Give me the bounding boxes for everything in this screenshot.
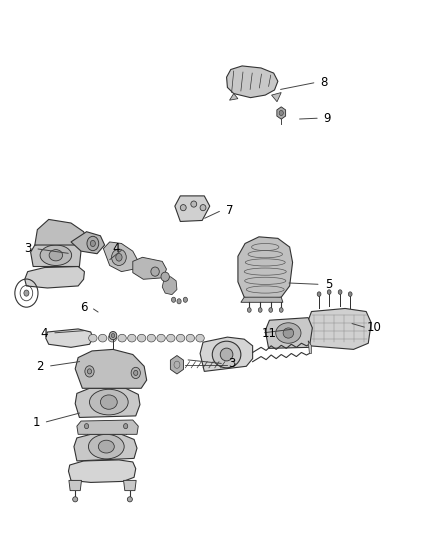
- Ellipse shape: [112, 249, 126, 265]
- Ellipse shape: [127, 334, 136, 342]
- Polygon shape: [277, 107, 286, 119]
- Ellipse shape: [118, 334, 126, 342]
- Polygon shape: [103, 242, 138, 272]
- Ellipse shape: [157, 334, 165, 342]
- Polygon shape: [265, 318, 312, 349]
- Polygon shape: [77, 420, 138, 434]
- Ellipse shape: [151, 267, 159, 276]
- Ellipse shape: [88, 434, 124, 459]
- Polygon shape: [162, 277, 177, 295]
- Text: 2: 2: [36, 360, 44, 373]
- Ellipse shape: [200, 205, 206, 211]
- Polygon shape: [175, 196, 210, 222]
- Ellipse shape: [98, 440, 114, 453]
- Ellipse shape: [111, 334, 115, 337]
- Ellipse shape: [99, 334, 107, 342]
- Polygon shape: [230, 94, 238, 100]
- Polygon shape: [68, 460, 136, 482]
- Ellipse shape: [186, 334, 194, 342]
- Ellipse shape: [85, 424, 88, 429]
- Polygon shape: [75, 350, 147, 388]
- Ellipse shape: [180, 205, 186, 211]
- Polygon shape: [25, 266, 85, 288]
- Ellipse shape: [24, 290, 29, 296]
- Polygon shape: [71, 232, 105, 254]
- Ellipse shape: [348, 292, 352, 296]
- Ellipse shape: [220, 348, 233, 361]
- Ellipse shape: [88, 334, 97, 342]
- Ellipse shape: [269, 308, 272, 312]
- Ellipse shape: [147, 334, 155, 342]
- Ellipse shape: [138, 334, 146, 342]
- Polygon shape: [200, 337, 253, 372]
- Polygon shape: [46, 329, 93, 348]
- Text: 8: 8: [321, 76, 328, 89]
- Ellipse shape: [196, 334, 204, 342]
- Ellipse shape: [108, 334, 117, 342]
- Polygon shape: [226, 66, 278, 98]
- Ellipse shape: [89, 389, 128, 415]
- Ellipse shape: [166, 334, 175, 342]
- Ellipse shape: [177, 334, 185, 342]
- Text: 10: 10: [367, 321, 382, 334]
- Text: 11: 11: [262, 327, 277, 340]
- Polygon shape: [133, 257, 166, 279]
- Ellipse shape: [279, 110, 283, 116]
- Ellipse shape: [100, 395, 117, 409]
- Ellipse shape: [317, 292, 321, 296]
- Ellipse shape: [109, 332, 117, 340]
- Ellipse shape: [191, 201, 197, 207]
- Ellipse shape: [40, 245, 72, 265]
- Ellipse shape: [276, 323, 301, 343]
- Ellipse shape: [134, 370, 138, 375]
- Ellipse shape: [131, 367, 140, 378]
- Text: 4: 4: [41, 327, 48, 340]
- Text: 1: 1: [32, 416, 40, 429]
- Ellipse shape: [49, 249, 63, 261]
- Ellipse shape: [87, 236, 99, 251]
- Ellipse shape: [212, 341, 241, 368]
- Ellipse shape: [116, 254, 122, 261]
- Polygon shape: [170, 356, 184, 374]
- Polygon shape: [238, 237, 293, 301]
- Ellipse shape: [88, 369, 92, 374]
- Text: 4: 4: [112, 242, 120, 255]
- Polygon shape: [241, 297, 283, 302]
- Ellipse shape: [161, 272, 170, 281]
- Ellipse shape: [183, 297, 187, 302]
- Text: 9: 9: [324, 111, 331, 125]
- Polygon shape: [272, 93, 281, 102]
- Ellipse shape: [338, 290, 342, 294]
- Ellipse shape: [258, 308, 262, 312]
- Ellipse shape: [327, 290, 331, 294]
- Polygon shape: [69, 480, 81, 490]
- Ellipse shape: [177, 298, 181, 304]
- Ellipse shape: [279, 308, 283, 312]
- Ellipse shape: [90, 240, 95, 247]
- Text: 3: 3: [24, 242, 32, 255]
- Ellipse shape: [73, 497, 78, 502]
- Polygon shape: [124, 480, 136, 490]
- Ellipse shape: [172, 297, 176, 302]
- Text: 6: 6: [80, 301, 87, 314]
- Polygon shape: [35, 220, 88, 245]
- Polygon shape: [307, 309, 371, 350]
- Polygon shape: [308, 341, 311, 353]
- Polygon shape: [74, 434, 137, 461]
- Ellipse shape: [124, 424, 128, 429]
- Ellipse shape: [127, 497, 132, 502]
- Text: 3: 3: [228, 357, 235, 370]
- Text: 5: 5: [325, 278, 332, 291]
- Text: 7: 7: [226, 204, 233, 217]
- Polygon shape: [75, 388, 140, 417]
- Ellipse shape: [283, 328, 293, 338]
- Ellipse shape: [85, 366, 94, 377]
- Ellipse shape: [247, 308, 251, 312]
- Polygon shape: [31, 242, 81, 266]
